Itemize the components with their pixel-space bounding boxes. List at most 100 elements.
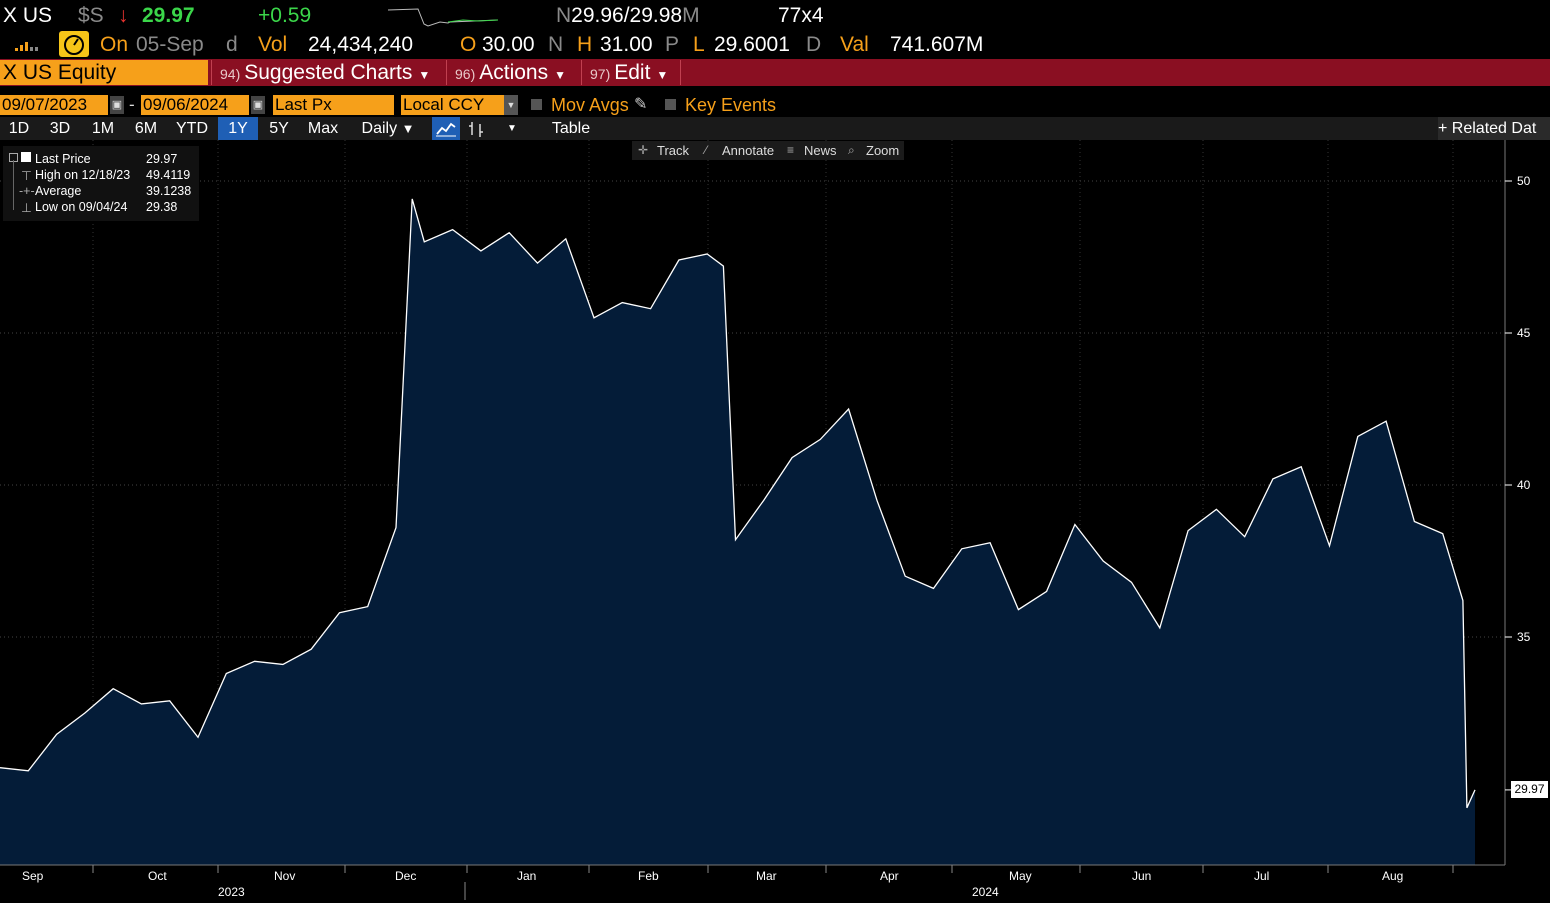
end-date-input[interactable]: 09/06/2024 — [141, 95, 249, 115]
x-year-label: 2024 — [972, 885, 999, 899]
x-month-label: Apr — [880, 869, 899, 883]
x-month-label: Oct — [148, 869, 167, 883]
open-suffix: N — [548, 33, 564, 56]
high-suffix: P — [665, 33, 680, 56]
currency-select[interactable]: Local CCY — [401, 95, 504, 115]
price-point — [508, 231, 510, 233]
calendar-icon[interactable]: ▣ — [110, 96, 124, 114]
price-point — [1357, 435, 1359, 437]
price-point — [169, 700, 171, 702]
range-ytd[interactable]: YTD — [176, 120, 208, 137]
price-point — [282, 663, 284, 665]
bid-ask-size: 77x4 — [778, 4, 824, 27]
range-1d[interactable]: 1D — [8, 120, 30, 137]
price-point — [961, 548, 963, 550]
range-3d[interactable]: 3D — [49, 120, 71, 137]
price-point — [593, 317, 595, 319]
start-date-input[interactable]: 09/07/2023 — [0, 95, 108, 115]
price-point — [55, 733, 57, 735]
sparkline-icon — [388, 8, 498, 27]
chart-controls — [632, 141, 904, 160]
zoom-button[interactable]: Zoom — [866, 143, 900, 158]
price-point — [876, 499, 878, 501]
ticker: X US — [3, 4, 53, 27]
trade-date: 05-Sep — [136, 33, 204, 56]
mov-avgs-checkbox[interactable] — [531, 99, 542, 110]
speed-gauge-icon[interactable] — [59, 31, 89, 57]
price-point — [1215, 508, 1217, 510]
date-suffix: d — [226, 33, 238, 56]
price-point — [1187, 529, 1189, 531]
calendar-icon[interactable]: ▣ — [251, 96, 265, 114]
bid-ask: N29.96/29.98M — [556, 4, 700, 27]
news-button[interactable]: News — [804, 143, 837, 158]
price-point — [565, 238, 567, 240]
low-label: L — [693, 33, 705, 56]
chevron-down-icon[interactable]: ▼ — [504, 95, 518, 115]
chevron-down-icon: ▼ — [401, 121, 415, 136]
key-events-checkbox[interactable] — [665, 99, 676, 110]
date-separator: - — [129, 95, 135, 114]
legend-last-value: 29.97 — [146, 152, 178, 166]
field-select[interactable]: Last Px — [273, 95, 394, 115]
price-line — [0, 198, 1476, 809]
related-data-button[interactable]: + Related Dat — [1438, 117, 1550, 140]
pencil-icon[interactable]: ✎ — [634, 96, 648, 113]
legend-low-value: 29.38 — [146, 200, 178, 214]
news-icon: ≡ — [787, 143, 795, 157]
range-max[interactable]: Max — [307, 120, 339, 137]
price-point — [1441, 532, 1443, 534]
signal-bars-icon — [15, 42, 38, 51]
average-marker-icon: -+- — [19, 184, 35, 198]
price-point — [678, 259, 680, 261]
price-point — [536, 262, 538, 264]
line-chart-icon[interactable] — [432, 117, 460, 140]
price-point — [367, 605, 369, 607]
price-point — [1272, 478, 1274, 480]
legend-high-value: 49.4119 — [146, 168, 191, 182]
frequency-select[interactable]: Daily ▼ — [361, 120, 415, 137]
on-label: On — [100, 33, 129, 56]
price-point — [989, 542, 991, 544]
high-marker-icon: ⊤ — [21, 169, 32, 183]
annotate-button[interactable]: Annotate — [722, 143, 775, 158]
price-point — [706, 253, 708, 255]
price-point — [1130, 581, 1132, 583]
price-area — [0, 198, 1475, 865]
price-point — [649, 307, 651, 309]
chevron-down-icon[interactable]: ▼ — [507, 123, 517, 134]
range-6m[interactable]: 6M — [134, 120, 158, 137]
table-button[interactable]: Table — [551, 120, 591, 137]
price-point — [423, 241, 425, 243]
price-point — [451, 228, 453, 230]
volume-label: Vol — [258, 33, 288, 56]
price-point — [1159, 627, 1161, 629]
open-label: O — [460, 33, 477, 56]
range-1m[interactable]: 1M — [91, 120, 115, 137]
price-point — [480, 250, 482, 252]
bar-chart-icon[interactable] — [462, 117, 490, 140]
price-point — [904, 575, 906, 577]
edit-menu[interactable]: 97) Edit ▼ — [581, 60, 681, 85]
y-tick-label: 45 — [1517, 326, 1531, 340]
price-point — [1045, 590, 1047, 592]
suggested-charts-menu[interactable]: 94) Suggested Charts ▼ — [211, 60, 445, 85]
price-point — [253, 660, 255, 662]
down-arrow-icon: ↓ — [118, 4, 129, 27]
price-point — [1413, 520, 1415, 522]
high-value: 31.00 — [600, 33, 653, 56]
actions-menu[interactable]: 96) Actions ▼ — [446, 60, 580, 85]
price-chart[interactable] — [0, 140, 1550, 903]
legend-average-value: 39.1238 — [146, 184, 192, 198]
x-month-label: Feb — [638, 869, 659, 883]
range-1y[interactable]: 1Y — [218, 117, 258, 140]
range-5y[interactable]: 5Y — [269, 120, 289, 137]
security-field[interactable]: X US Equity — [0, 60, 208, 85]
price-point — [84, 712, 86, 714]
high-label: H — [577, 33, 593, 56]
zoom-icon: ⌕ — [848, 143, 855, 157]
price-point — [621, 301, 623, 303]
last-price: 29.97 — [142, 4, 195, 27]
track-button[interactable]: Track — [657, 143, 690, 158]
price-point — [1017, 608, 1019, 610]
